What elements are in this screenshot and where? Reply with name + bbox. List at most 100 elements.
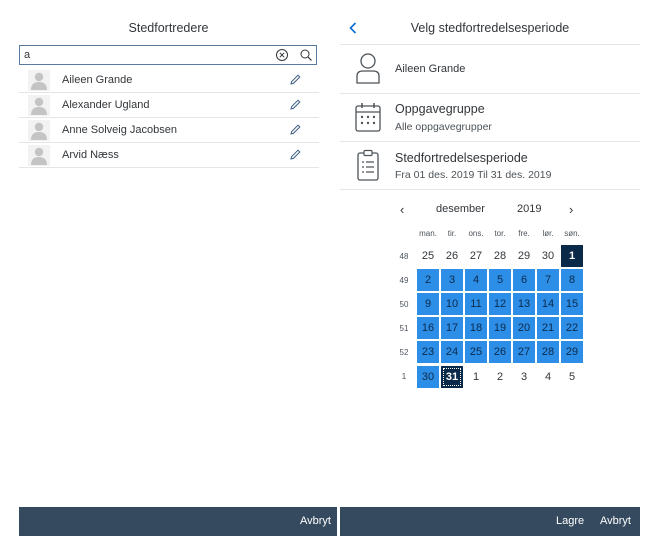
person-name: Arvid Næss: [62, 149, 119, 161]
year-select[interactable]: 2019: [517, 203, 542, 215]
calendar-day[interactable]: 15: [561, 293, 583, 315]
calendar-day[interactable]: 13: [513, 293, 535, 315]
cancel-button[interactable]: Avbryt: [600, 515, 631, 527]
person-icon: [356, 53, 380, 84]
calendar-day[interactable]: 24: [441, 341, 463, 363]
divider: [340, 141, 640, 142]
calendar-day[interactable]: 3: [441, 269, 463, 291]
calendar-day[interactable]: 29: [561, 341, 583, 363]
pencil-icon[interactable]: [289, 123, 302, 136]
task-group-value[interactable]: Alle oppgavegrupper: [395, 121, 492, 133]
calendar-day[interactable]: 4: [465, 269, 487, 291]
calendar-day[interactable]: 4: [544, 371, 552, 383]
list-item[interactable]: Alexander Ugland: [19, 93, 319, 118]
period-panel: Velg stedfortredelsesperiode Aileen Gran…: [340, 0, 640, 555]
week-number: 49: [399, 276, 409, 285]
pencil-icon[interactable]: [289, 148, 302, 161]
calendar-day[interactable]: 5: [568, 371, 576, 383]
search-input[interactable]: [24, 47, 264, 63]
calendar-day[interactable]: 27: [513, 341, 535, 363]
search-field[interactable]: [19, 45, 317, 65]
calendar-day[interactable]: 28: [493, 250, 507, 262]
calendar-day[interactable]: 30: [541, 250, 555, 262]
week-number: 52: [399, 348, 409, 357]
calendar-day[interactable]: 28: [537, 341, 559, 363]
calendar-day[interactable]: 20: [513, 317, 535, 339]
calendar-day[interactable]: 21: [537, 317, 559, 339]
calendar-day[interactable]: 25: [421, 250, 435, 262]
calendar-day[interactable]: 26: [489, 341, 511, 363]
calendar-day[interactable]: 14: [537, 293, 559, 315]
calendar-day[interactable]: 1: [472, 371, 480, 383]
calendar-day[interactable]: 22: [561, 317, 583, 339]
list-item[interactable]: Aileen Grande: [19, 68, 319, 93]
calendar-day[interactable]: 9: [417, 293, 439, 315]
calendar-day[interactable]: 16: [417, 317, 439, 339]
task-group-title: Oppgavegruppe: [395, 102, 485, 116]
calendar-day[interactable]: 19: [489, 317, 511, 339]
period-title: Stedfortredelsesperiode: [395, 151, 528, 165]
period-value[interactable]: Fra 01 des. 2019 Til 31 des. 2019: [395, 169, 552, 181]
calendar-day[interactable]: 2: [417, 269, 439, 291]
list-item[interactable]: Arvid Næss: [19, 143, 319, 168]
clear-icon[interactable]: [275, 48, 289, 62]
calendar-day[interactable]: 30: [417, 366, 439, 388]
next-month-button[interactable]: ›: [569, 202, 574, 217]
substitute-name: Aileen Grande: [395, 63, 466, 75]
back-arrow-icon[interactable]: [348, 21, 358, 35]
person-placeholder-icon: [28, 120, 50, 141]
week-number: 50: [399, 300, 409, 309]
list-item[interactable]: Anne Solveig Jacobsen: [19, 118, 319, 143]
substitute-list: Aileen Grande Alexander Ugland Anne Solv: [19, 68, 319, 168]
search-icon[interactable]: [299, 48, 313, 62]
calendar-day[interactable]: 2: [496, 371, 504, 383]
calendar-day[interactable]: 11: [465, 293, 487, 315]
calendar-day-range-end[interactable]: 31: [441, 366, 463, 388]
calendar-day[interactable]: 26: [445, 250, 459, 262]
page-title: Stedfortredere: [128, 21, 209, 35]
calendar-day-range-start[interactable]: 1: [561, 245, 583, 267]
weekday-header: lør.: [542, 229, 554, 238]
calendar-day[interactable]: 12: [489, 293, 511, 315]
week-number: 1: [401, 372, 407, 381]
pencil-icon[interactable]: [289, 73, 302, 86]
calendar-day[interactable]: 18: [465, 317, 487, 339]
pencil-icon[interactable]: [289, 98, 302, 111]
footer-toolbar: Lagre Avbryt: [340, 507, 640, 536]
calendar-icon[interactable]: [353, 101, 383, 133]
calendar-day[interactable]: 23: [417, 341, 439, 363]
divider: [340, 189, 640, 190]
save-button[interactable]: Lagre: [556, 515, 585, 527]
cancel-button[interactable]: Avbryt: [300, 515, 331, 527]
person-name: Aileen Grande: [62, 74, 133, 86]
person-placeholder-icon: [28, 145, 50, 166]
divider: [340, 93, 640, 94]
substitutes-panel: Stedfortredere Aileen Grande: [19, 21, 337, 536]
prev-month-button[interactable]: ‹: [400, 202, 405, 217]
weekday-header: fre.: [518, 229, 530, 238]
clipboard-list-icon[interactable]: [353, 149, 383, 181]
week-number: 51: [399, 324, 409, 333]
calendar-day[interactable]: 29: [517, 250, 531, 262]
calendar-day[interactable]: 10: [441, 293, 463, 315]
calendar-day[interactable]: 17: [441, 317, 463, 339]
week-number: 48: [399, 252, 409, 261]
calendar-day[interactable]: 7: [537, 269, 559, 291]
divider: [340, 44, 640, 45]
person-placeholder-icon: [28, 70, 50, 91]
weekday-header: tor.: [494, 229, 506, 238]
weekday-header: tir.: [447, 229, 457, 238]
calendar-day[interactable]: 8: [561, 269, 583, 291]
person-placeholder-icon: [28, 95, 50, 116]
weekday-header: søn.: [564, 229, 580, 238]
footer-toolbar: Avbryt: [19, 507, 337, 536]
calendar-day[interactable]: 27: [469, 250, 483, 262]
weekday-header: man.: [419, 229, 437, 238]
calendar-day[interactable]: 25: [465, 341, 487, 363]
calendar-day[interactable]: 5: [489, 269, 511, 291]
person-name: Alexander Ugland: [62, 99, 150, 111]
calendar-day[interactable]: 6: [513, 269, 535, 291]
page-title: Velg stedfortredelsesperiode: [410, 21, 570, 35]
month-select[interactable]: desember: [436, 203, 485, 215]
calendar-day[interactable]: 3: [520, 371, 528, 383]
